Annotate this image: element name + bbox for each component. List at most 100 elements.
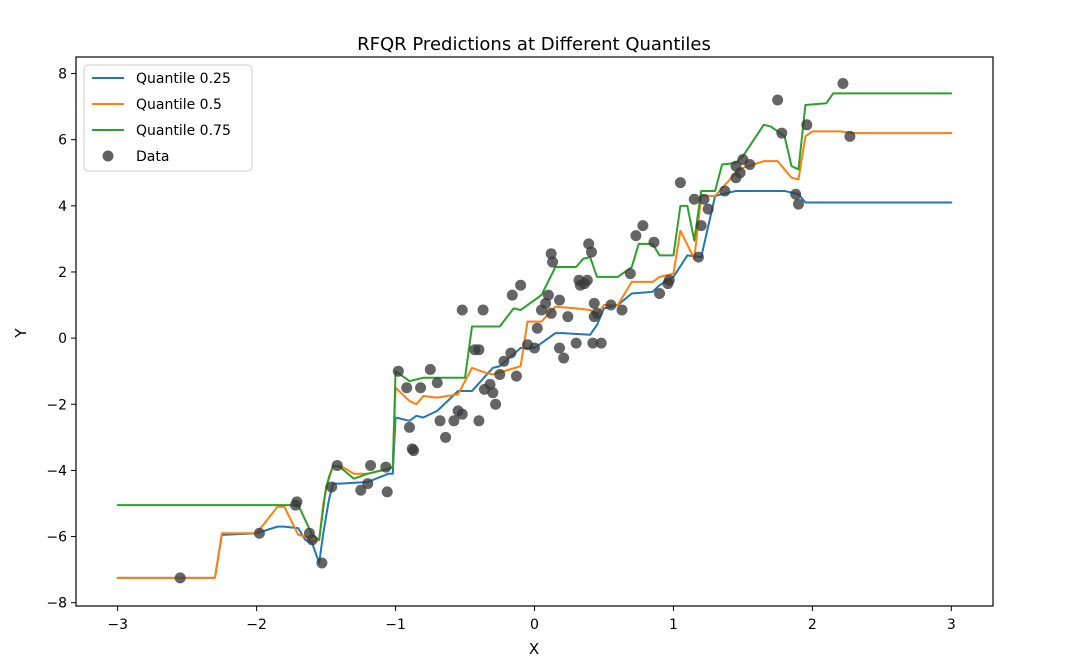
data-point	[448, 415, 460, 427]
x-axis-label: X	[529, 640, 539, 658]
series-line-quantile-0-75	[116, 92, 953, 541]
y-tick-label: 6	[58, 133, 67, 149]
data-point	[581, 274, 593, 286]
x-tick-label: −3	[107, 617, 128, 633]
legend-label-q25: Quantile 0.25	[136, 71, 231, 87]
legend-label-q75: Quantile 0.75	[136, 123, 231, 139]
y-tick-label: −4	[46, 463, 67, 479]
data-point	[473, 344, 485, 356]
data-point	[424, 364, 436, 376]
y-tick-label: 4	[58, 199, 67, 215]
data-point	[837, 77, 849, 89]
data-point	[585, 246, 597, 258]
data-point	[415, 382, 427, 394]
legend-label-q50: Quantile 0.5	[136, 97, 222, 113]
data-point	[792, 198, 804, 210]
x-tick-label: 0	[530, 617, 539, 633]
legend-box	[83, 64, 253, 172]
data-point	[698, 193, 710, 205]
y-tick-label: 8	[58, 67, 67, 83]
data-point	[688, 193, 700, 205]
data-point	[630, 230, 642, 242]
data-point	[505, 347, 517, 359]
data-point	[392, 365, 404, 377]
data-point	[456, 304, 468, 316]
x-tick-label: 1	[669, 617, 678, 633]
data-point	[547, 256, 559, 268]
data-point	[790, 188, 802, 200]
x-tick-label: 2	[808, 617, 817, 633]
data-point	[316, 557, 328, 569]
legend: Quantile 0.25 Quantile 0.5 Quantile 0.75…	[83, 64, 253, 172]
legend-marker-data	[102, 150, 114, 162]
data-point	[326, 481, 338, 493]
data-point	[540, 297, 552, 309]
data-point	[355, 484, 367, 496]
data-point	[408, 445, 420, 457]
x-axis: −3 −2 −1 0 1 2 3	[107, 606, 956, 633]
y-tick-label: 0	[58, 331, 67, 347]
data-point	[381, 486, 393, 498]
data-point	[380, 461, 392, 473]
data-point	[403, 421, 415, 433]
data-point	[695, 220, 707, 232]
x-tick-label: 3	[947, 617, 956, 633]
data-point	[487, 387, 499, 399]
data-point	[431, 377, 443, 389]
data-point	[401, 382, 413, 394]
data-point	[529, 342, 540, 354]
data-point	[434, 415, 446, 427]
data-point	[744, 158, 756, 170]
data-point	[362, 478, 374, 490]
data-point	[648, 236, 660, 248]
data-point	[692, 251, 704, 263]
data-point	[477, 304, 489, 316]
data-point	[440, 431, 452, 443]
data-point	[506, 289, 518, 301]
data-point	[674, 177, 686, 189]
chart-title: RFQR Predictions at Different Quantiles	[357, 34, 711, 55]
data-point	[595, 337, 607, 349]
data-point	[515, 279, 527, 291]
data-point	[654, 287, 666, 299]
data-point	[570, 337, 582, 349]
data-point	[291, 496, 303, 508]
data-point	[542, 289, 554, 301]
data-point	[801, 119, 813, 131]
data-point	[562, 311, 574, 323]
data-point	[588, 297, 600, 309]
legend-label-data: Data	[136, 149, 169, 165]
data-point	[772, 94, 784, 106]
data-point	[484, 378, 496, 390]
data-point	[554, 294, 566, 306]
y-tick-label: −8	[46, 596, 67, 612]
data-point	[452, 405, 464, 417]
data-point	[776, 127, 788, 139]
data-point	[558, 352, 570, 364]
data-point	[498, 355, 510, 367]
data-point	[531, 322, 543, 334]
data-point	[591, 307, 603, 319]
data-point	[730, 172, 742, 184]
data-point	[554, 342, 566, 354]
y-axis-label: Y	[12, 328, 30, 339]
data-point	[663, 274, 675, 286]
data-point	[490, 398, 502, 410]
data-point	[473, 415, 485, 427]
data-point	[365, 459, 377, 471]
data-point	[545, 248, 557, 260]
y-axis: −8 −6 −4 −2 0 2 4 6 8	[46, 67, 76, 612]
data-point	[306, 534, 318, 546]
data-point	[719, 185, 731, 197]
y-tick-label: 2	[58, 265, 67, 281]
data-point	[616, 304, 628, 316]
data-point	[637, 220, 649, 232]
data-point	[702, 203, 714, 215]
data-point	[174, 572, 186, 584]
data-point	[494, 368, 506, 380]
y-tick-label: −2	[46, 397, 67, 413]
data-point	[510, 370, 522, 382]
data-point	[331, 459, 343, 471]
data-point	[624, 268, 636, 280]
